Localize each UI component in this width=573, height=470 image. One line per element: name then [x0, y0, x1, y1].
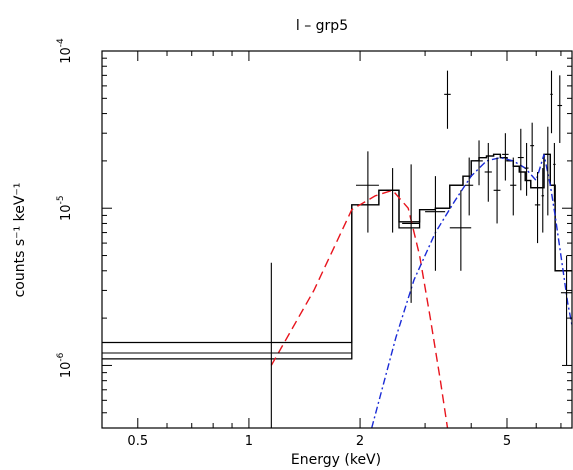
data-point-7 [465, 157, 474, 216]
x-tick-label: 2 [356, 434, 364, 449]
x-tick-label: 1 [245, 434, 253, 449]
series-line-3 [371, 154, 572, 428]
axis-ticks: 0.5 1 2 5 10-6 10-5 10-4 [56, 38, 572, 449]
data-point-0 [102, 262, 352, 428]
x-axis-label: Energy (keV) [291, 452, 381, 468]
data-point-12 [510, 157, 517, 216]
data-point-19 [550, 70, 553, 134]
y-tick-label: 10-4 [56, 38, 74, 64]
data-point-6 [449, 190, 472, 271]
plot-frame [101, 50, 573, 429]
series-line-2 [270, 189, 449, 428]
y-tick-label: 10-5 [56, 195, 74, 221]
data-point-2 [385, 168, 400, 233]
data-point-1 [356, 151, 379, 233]
data-point-5 [444, 70, 451, 129]
data-point-21 [557, 75, 563, 143]
x-tick-label: 5 [503, 434, 511, 449]
y-tick-label: 10-6 [56, 352, 74, 378]
data-point-20 [553, 142, 556, 202]
data-point-17 [541, 168, 545, 233]
data-point-3 [402, 164, 420, 303]
chart-title: l – grp5 [296, 18, 348, 34]
data-point-22 [560, 255, 572, 366]
data-point-8 [475, 140, 483, 186]
data-point-10 [493, 157, 501, 224]
series-line-1 [102, 153, 572, 344]
data-point-11 [502, 133, 509, 181]
x-tick-label: 0.5 [127, 434, 148, 449]
data-point-14 [524, 142, 529, 196]
y-axis-label: counts s⁻¹ keV⁻¹ [12, 183, 28, 298]
data-point-15 [530, 122, 535, 172]
data-point-18 [546, 126, 550, 216]
series-line-0 [102, 153, 572, 360]
data-point-9 [484, 142, 492, 202]
data-point-4 [425, 176, 446, 271]
data-point-13 [517, 128, 524, 191]
data-point-16 [534, 171, 541, 244]
